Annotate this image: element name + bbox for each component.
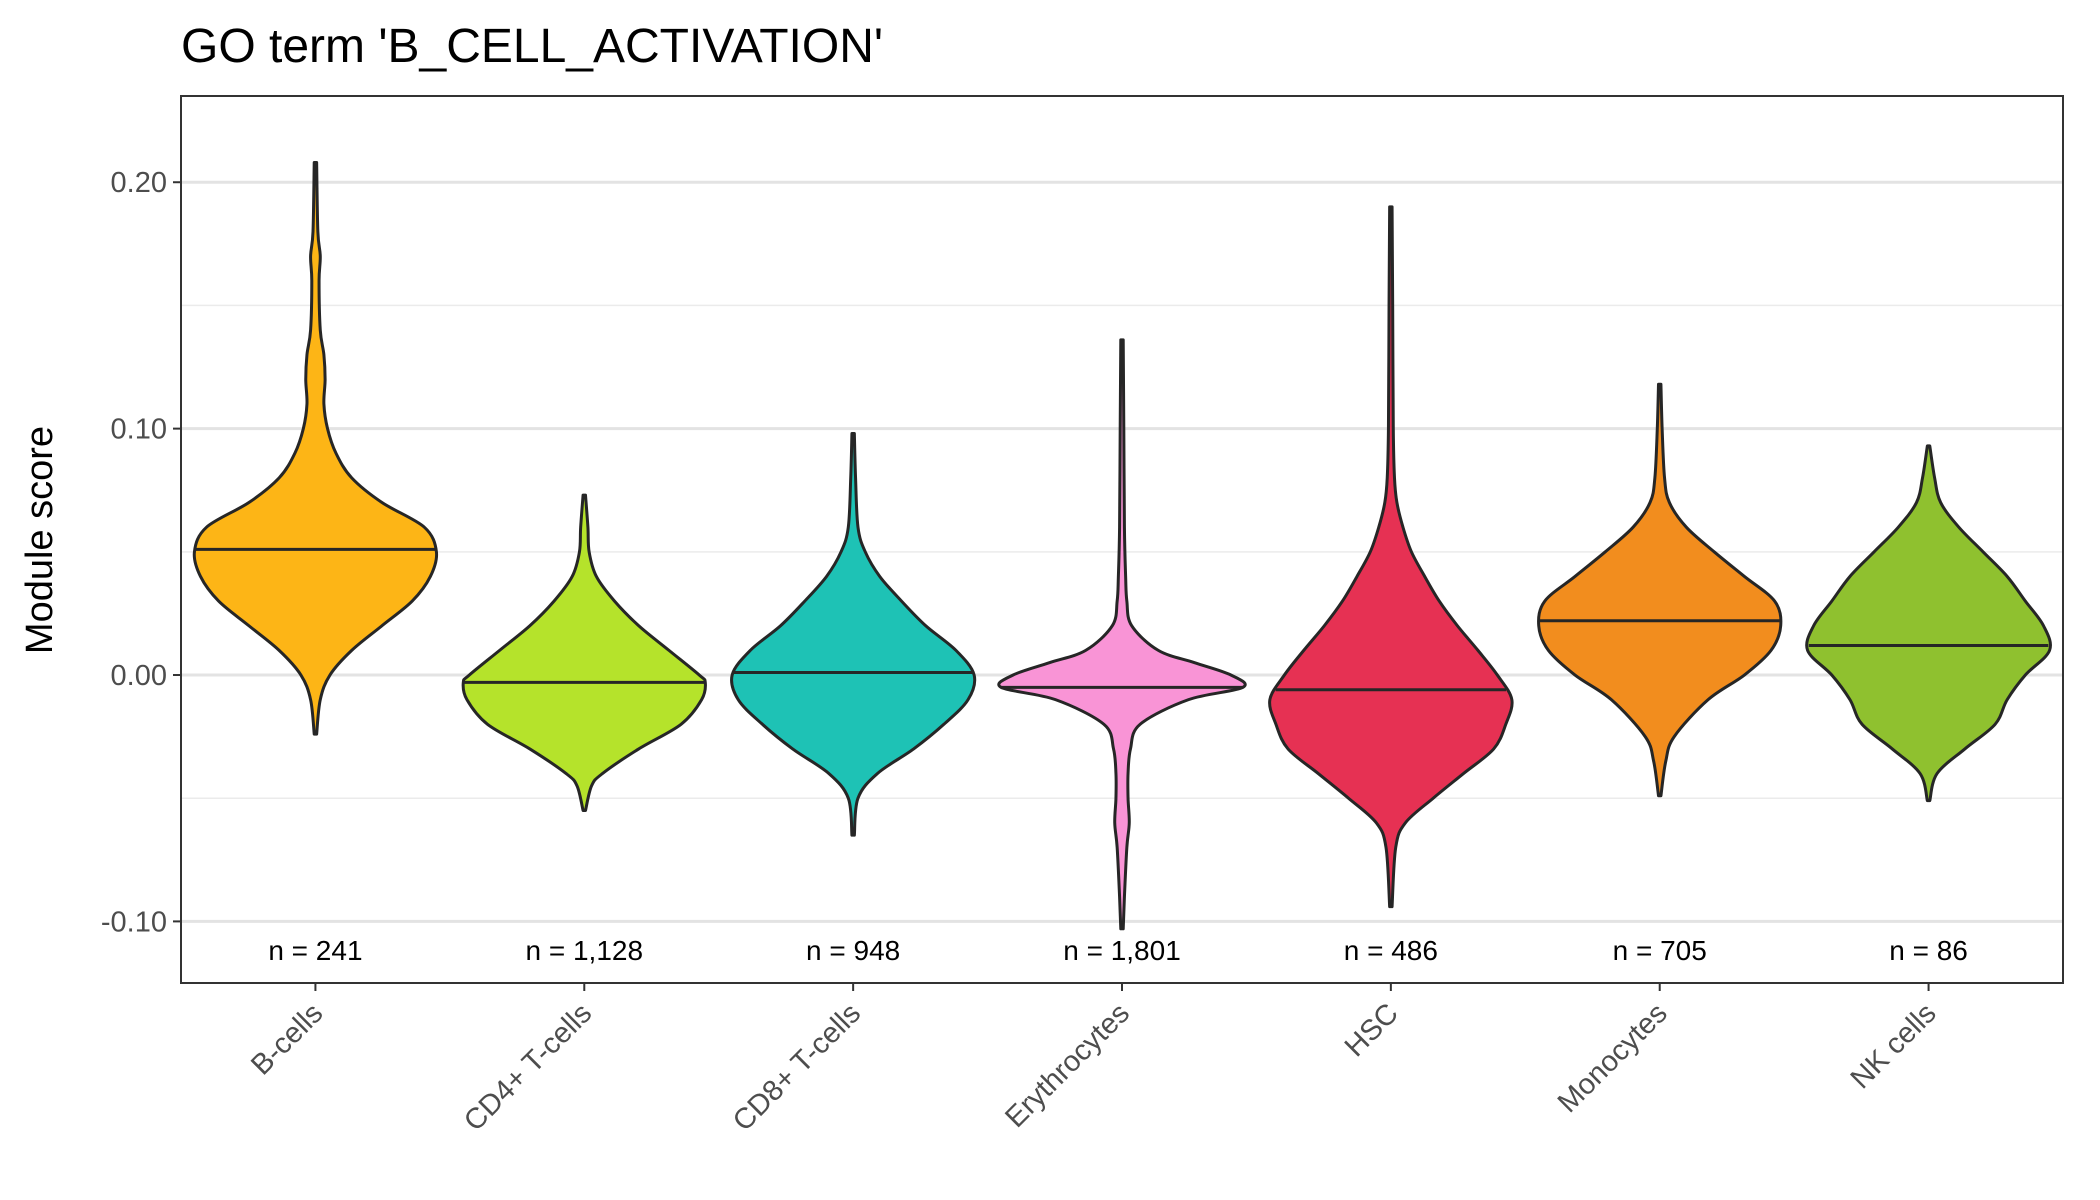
violin-cd4-t-cells (461, 493, 707, 813)
x-tick-label: CD4+ T-cells (458, 997, 598, 1137)
x-tick-label: CD8+ T-cells (727, 997, 867, 1137)
count-label: n = 86 (1889, 935, 1968, 966)
count-label: n = 705 (1613, 935, 1707, 966)
chart-title: GO term 'B_CELL_ACTIVATION' (181, 20, 883, 73)
x-tick-label: NK cells (1845, 997, 1943, 1095)
y-tick-label: 0.10 (111, 414, 167, 446)
violin-b-cells (192, 161, 439, 736)
violin-nk-cells (1805, 444, 2052, 803)
x-axis: B-cells CD4+ T-cells CD8+ T-cells Erythrocy… (245, 983, 1943, 1138)
count-labels: n = 241 n = 1,128 n = 948 n = 1,801 n = 486 n… (268, 935, 1968, 966)
y-axis: -0.10 0.00 0.10 0.20 (101, 167, 181, 938)
x-tick-label: Erythrocytes (999, 997, 1136, 1134)
y-tick-label: 0.00 (111, 660, 167, 692)
count-label: n = 1,801 (1063, 935, 1181, 966)
y-axis-label: Module score (19, 426, 61, 654)
x-tick-label: B-cells (245, 997, 329, 1081)
count-label: n = 948 (806, 935, 900, 966)
violin-monocytes (1537, 382, 1783, 798)
violins (192, 161, 2052, 931)
x-tick-label: Monocytes (1552, 997, 1674, 1119)
count-label: n = 1,128 (526, 935, 644, 966)
violin-erythrocytes (997, 338, 1247, 931)
violin-cd8-t-cells (730, 432, 977, 837)
count-label: n = 486 (1344, 935, 1438, 966)
x-tick-label: HSC (1339, 997, 1405, 1063)
y-tick-label: -0.10 (101, 906, 167, 938)
count-label: n = 241 (268, 935, 362, 966)
violin-hsc (1268, 205, 1514, 909)
y-tick-label: 0.20 (111, 167, 167, 199)
